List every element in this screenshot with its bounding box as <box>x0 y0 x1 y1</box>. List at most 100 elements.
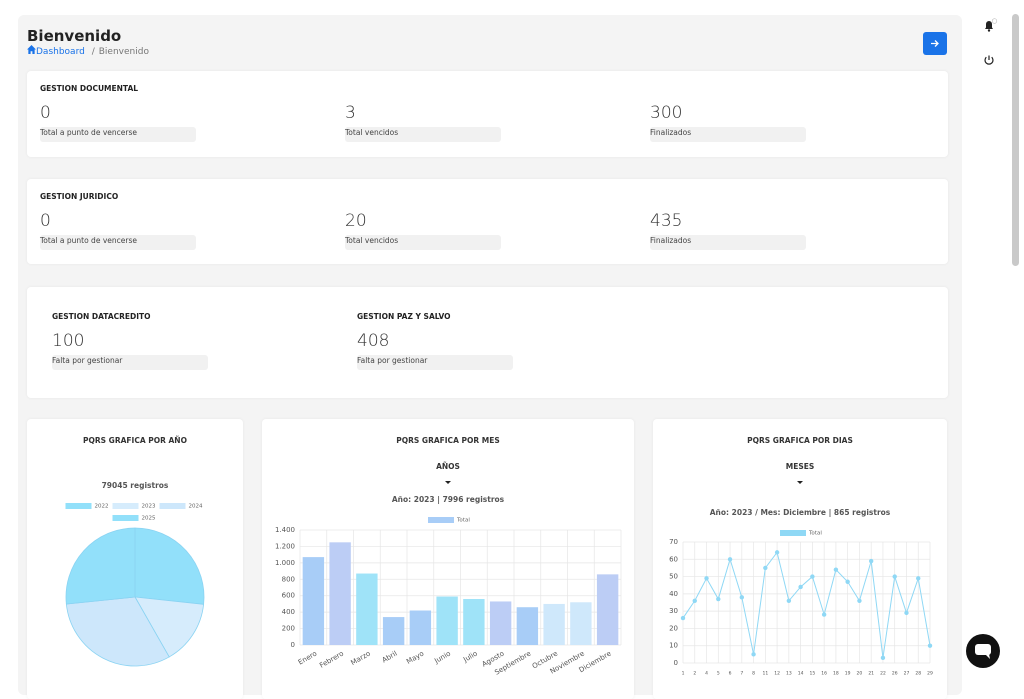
legend-swatch <box>65 503 92 509</box>
bar <box>463 599 485 645</box>
point <box>774 550 780 555</box>
x-tick-label: 2 <box>693 671 696 677</box>
x-tick-label: 13 <box>786 671 792 677</box>
x-tick-label: Abril <box>381 650 399 665</box>
section-title: GESTION JURIDICO <box>40 192 119 201</box>
point <box>727 557 733 562</box>
legend-label: 2023 <box>142 504 156 510</box>
stat-label: Finalizados <box>650 127 806 142</box>
y-tick-label: 400 <box>282 608 295 616</box>
chart-title: PQRS GRAFICA POR DIAS <box>747 436 853 445</box>
stat-label: Total a punto de vencerse <box>40 235 196 250</box>
x-tick-label: 1 <box>682 671 685 677</box>
y-tick-label: 1.000 <box>275 559 295 567</box>
chat-button[interactable] <box>966 634 1000 668</box>
stat-label: Total vencidos <box>345 235 501 250</box>
y-tick-label: 70 <box>669 538 678 546</box>
caret <box>797 481 803 484</box>
legend-swatch <box>112 515 139 521</box>
scrollbar[interactable] <box>1012 14 1019 266</box>
legend-label: Total <box>456 518 470 524</box>
bar <box>489 601 512 645</box>
breadcrumb-link[interactable]: Dashboard <box>36 47 85 57</box>
x-tick-label: 19 <box>845 671 851 677</box>
point <box>716 596 721 602</box>
point <box>904 610 909 616</box>
x-tick-label: 18 <box>833 671 839 677</box>
y-tick-label: 1.400 <box>275 526 295 534</box>
power-icon[interactable] <box>982 53 996 67</box>
x-tick-label: 16 <box>821 671 827 677</box>
y-tick-label: 60 <box>669 555 678 563</box>
pie-slice <box>134 596 205 658</box>
pie-slice <box>134 527 205 605</box>
point <box>798 584 803 590</box>
y-tick-label: 40 <box>669 590 678 598</box>
x-tick-label: 29 <box>927 671 933 677</box>
bar <box>570 602 592 645</box>
point <box>692 598 697 603</box>
home-icon <box>27 45 36 54</box>
go-button[interactable] <box>923 32 947 55</box>
caret <box>445 481 451 484</box>
stat-value: 3 <box>345 103 356 123</box>
legend-swatch <box>428 517 454 523</box>
bar <box>543 603 565 645</box>
stat-label: Falta por gestionar <box>357 355 513 370</box>
x-tick-label: Julio <box>461 650 479 665</box>
section-title: GESTION PAZ Y SALVO <box>357 312 451 321</box>
point <box>916 576 921 581</box>
pie-slice <box>65 527 136 605</box>
stat-value: 100 <box>52 331 85 351</box>
stat-value: 0 <box>40 103 51 123</box>
x-tick-label: Junio <box>432 650 452 666</box>
stat-value: 300 <box>650 103 683 123</box>
x-tick-label: 22 <box>880 671 886 677</box>
page-title: Bienvenido <box>27 27 122 45</box>
chart-title: PQRS GRAFICA POR AÑO <box>83 436 187 445</box>
x-tick-label: 12 <box>774 671 780 677</box>
bar <box>436 596 458 645</box>
x-tick-label: Mayo <box>405 650 425 666</box>
stat-value: 435 <box>650 211 683 231</box>
bell-icon[interactable] <box>982 18 998 34</box>
point <box>845 579 850 584</box>
point <box>763 565 768 571</box>
chart-subtitle: Año: 2023 / Mes: Diciembre | 865 registr… <box>710 508 891 518</box>
y-tick-label: 800 <box>282 575 295 583</box>
legend-label: 2025 <box>142 516 156 522</box>
x-tick-label: 14 <box>798 671 804 677</box>
x-tick-label: 28 <box>915 671 921 677</box>
chart-subtitle: Año: 2023 | 7996 registros <box>392 495 505 505</box>
stat-label: Finalizados <box>650 235 806 250</box>
point <box>892 574 897 579</box>
bar <box>409 610 432 645</box>
x-tick-label: Febrero <box>318 650 345 670</box>
x-tick-label: 26 <box>892 671 898 677</box>
chat-icon <box>975 644 991 659</box>
chart-subtitle: 79045 registros <box>102 481 169 490</box>
point <box>880 655 886 661</box>
x-tick-label: 4 <box>705 671 708 677</box>
selector: MESES <box>786 462 815 471</box>
chart-title: PQRS GRAFICA POR MES <box>396 436 499 445</box>
x-tick-label: 11 <box>762 671 768 677</box>
bar <box>516 607 539 645</box>
stat-label: Total a punto de vencerse <box>40 127 196 142</box>
stat-value: 408 <box>357 331 390 351</box>
page: Bienvenido Dashboard / Bienvenido GESTION… <box>18 14 1019 695</box>
x-tick-label: 6 <box>729 671 732 677</box>
pie-slice <box>65 596 170 667</box>
selector: AÑOS <box>436 462 460 471</box>
y-tick-label: 10 <box>669 642 678 650</box>
x-tick-label: 7 <box>740 671 743 677</box>
x-tick-label: Enero <box>297 650 318 667</box>
x-tick-label: 20 <box>857 671 863 677</box>
bar <box>356 573 378 645</box>
stat-value: 20 <box>345 211 367 231</box>
x-tick-label: Marzo <box>350 650 372 668</box>
point <box>680 615 686 621</box>
breadcrumb-current: Bienvenido <box>98 47 149 57</box>
stat-label: Falta por gestionar <box>52 355 208 370</box>
